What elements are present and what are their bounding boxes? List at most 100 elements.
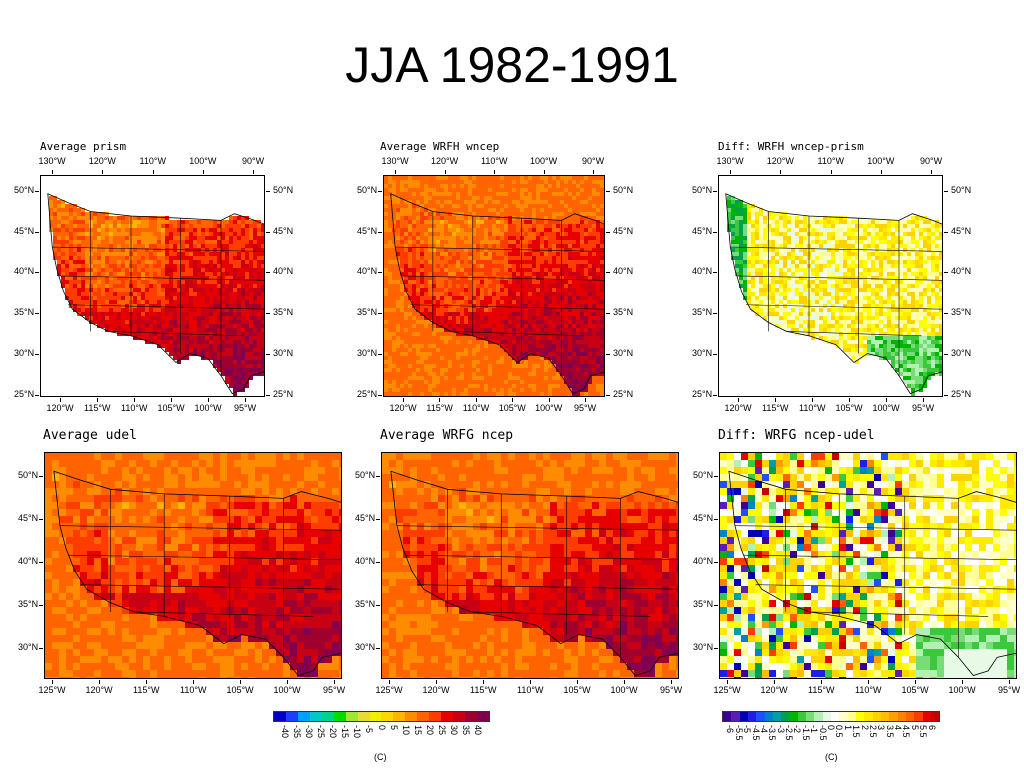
grid-cell <box>213 360 217 364</box>
grid-cell <box>217 328 221 332</box>
grid-cell <box>221 348 225 352</box>
grid-cell <box>568 204 572 208</box>
grid-cell <box>484 224 488 228</box>
grid-cell <box>205 336 209 340</box>
grid-cell <box>432 252 436 256</box>
grid-cell <box>588 308 592 312</box>
grid-cell <box>564 212 568 216</box>
grid-cell <box>412 260 416 264</box>
grid-cell <box>197 344 201 348</box>
grid-cell <box>452 288 456 292</box>
grid-cell <box>145 264 149 268</box>
colorbar-swatch <box>897 712 906 721</box>
grid-cell <box>524 244 528 248</box>
grid-cell <box>384 380 388 384</box>
grid-cell <box>528 320 532 324</box>
grid-cell <box>448 340 452 344</box>
grid-cell <box>592 372 596 376</box>
grid-cell <box>492 364 496 368</box>
grid-cell <box>89 296 93 300</box>
grid-cell <box>500 348 504 352</box>
grid-cell <box>412 236 416 240</box>
grid-cell <box>548 248 552 252</box>
grid-cell <box>480 356 484 360</box>
grid-cell <box>468 244 472 248</box>
grid-cell <box>564 260 568 264</box>
grid-cell <box>436 244 440 248</box>
grid-cell <box>384 236 388 240</box>
grid-cell <box>209 324 213 328</box>
grid-cell <box>428 220 432 224</box>
grid-cell <box>568 380 572 384</box>
grid-cell <box>548 204 552 208</box>
grid-cell <box>245 292 249 296</box>
grid-cell <box>412 328 416 332</box>
grid-cell <box>412 220 416 224</box>
grid-cell <box>85 268 89 272</box>
grid-cell <box>149 216 153 220</box>
grid-cell <box>480 276 484 280</box>
grid-cell <box>388 372 392 376</box>
grid-cell <box>408 316 412 320</box>
grid-cell <box>600 272 604 276</box>
grid-cell <box>520 344 524 348</box>
grid-cell <box>508 200 512 204</box>
grid-cell <box>404 272 408 276</box>
grid-cell <box>161 284 165 288</box>
grid-cell <box>488 380 492 384</box>
grid-cell <box>436 288 440 292</box>
grid-cell <box>488 176 492 180</box>
grid-cell <box>520 232 524 236</box>
grid-cell <box>169 332 173 336</box>
grid-cell <box>404 284 408 288</box>
grid-cell <box>440 220 444 224</box>
grid-cell <box>237 224 241 228</box>
grid-cell <box>496 364 500 368</box>
grid-cell <box>245 276 249 280</box>
grid-cell <box>428 296 432 300</box>
grid-cell <box>404 380 408 384</box>
grid-cell <box>408 376 412 380</box>
grid-cell <box>532 384 536 388</box>
grid-cell <box>253 268 257 272</box>
grid-cell <box>572 332 576 336</box>
grid-cell <box>528 212 532 216</box>
grid-cell <box>480 240 484 244</box>
grid-cell <box>508 228 512 232</box>
grid-cell <box>512 340 516 344</box>
grid-cell <box>412 304 416 308</box>
grid-cell <box>105 308 109 312</box>
grid-cell <box>396 332 400 336</box>
grid-cell <box>448 300 452 304</box>
grid-cell <box>480 252 484 256</box>
grid-cell <box>452 312 456 316</box>
grid-cell <box>604 240 605 244</box>
grid-cell <box>193 264 197 268</box>
grid-cell <box>392 216 396 220</box>
grid-cell <box>476 284 480 288</box>
grid-cell <box>261 312 264 316</box>
grid-cell <box>93 280 97 284</box>
grid-cell <box>524 220 528 224</box>
grid-cell <box>77 308 81 312</box>
grid-cell <box>189 296 193 300</box>
grid-cell <box>496 244 500 248</box>
grid-cell <box>149 336 153 340</box>
grid-cell <box>141 244 145 248</box>
grid-cell <box>233 328 237 332</box>
grid-cell <box>197 332 201 336</box>
grid-cell <box>480 384 484 388</box>
grid-cell <box>201 312 205 316</box>
grid-cell <box>161 324 165 328</box>
grid-cell <box>396 276 400 280</box>
grid-cell <box>520 228 524 232</box>
grid-cell <box>89 256 93 260</box>
grid-cell <box>392 212 396 216</box>
grid-cell <box>149 304 153 308</box>
grid-cell <box>412 360 416 364</box>
grid-cell <box>556 308 560 312</box>
grid-cell <box>141 256 145 260</box>
grid-cell <box>484 308 488 312</box>
grid-cell <box>456 344 460 348</box>
grid-cell <box>584 332 588 336</box>
